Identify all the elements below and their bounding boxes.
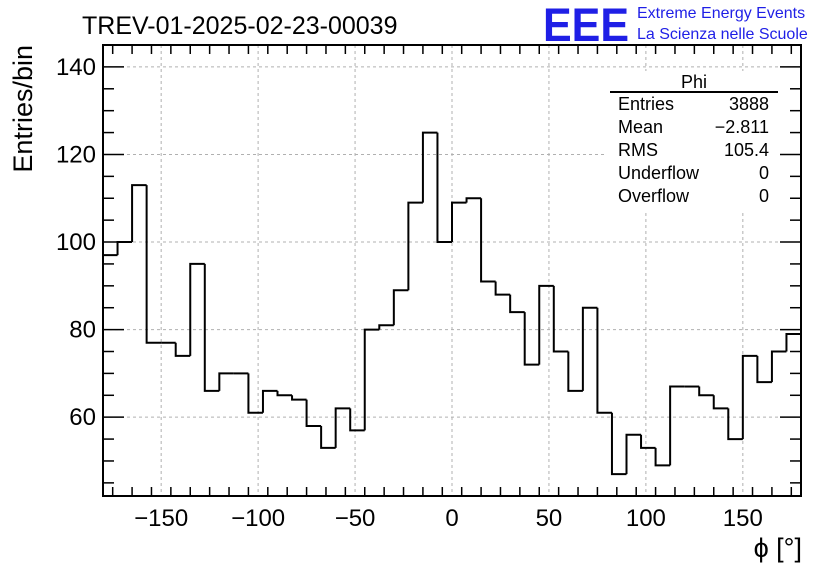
histogram-bin [363, 328, 380, 431]
histogram-bin [334, 407, 351, 448]
histogram-bin [756, 355, 772, 384]
stats-value: 0 [759, 163, 769, 183]
eee-logo: EEE [543, 0, 629, 51]
stats-value: 3888 [729, 94, 769, 114]
histogram-bin [174, 342, 191, 357]
stats-label: Underflow [618, 163, 700, 183]
histogram-bin [451, 201, 467, 243]
histogram-bin [654, 447, 671, 467]
x-tick-label: 150 [723, 505, 763, 532]
histogram-bin [436, 132, 452, 244]
x-tick-label: 100 [626, 505, 666, 532]
x-tick-label: 0 [445, 505, 458, 532]
histogram-bin [305, 399, 322, 427]
histogram-bin [465, 197, 482, 203]
histogram-bin [727, 408, 743, 441]
y-tick-label: 100 [56, 229, 96, 256]
x-axis-title: ϕ [°] [754, 533, 802, 563]
histogram-bin [392, 289, 409, 326]
histogram-bin [581, 306, 598, 391]
histogram-bin [596, 307, 612, 414]
histogram-bin [567, 351, 583, 392]
histogram-bin [116, 241, 133, 256]
chart-title: TREV-01-2025-02-23-00039 [82, 12, 397, 40]
histogram-bin [421, 131, 438, 203]
stats-box: Phi Entries 3888 Mean −2.811 RMS 105.4 Underfl… [607, 71, 779, 210]
histogram-bin [218, 372, 234, 391]
histogram-bars [102, 131, 802, 496]
histogram-bin [349, 408, 365, 432]
stats-value: −2.811 [715, 117, 769, 137]
stats-label: RMS [618, 140, 658, 160]
x-tick-label: −150 [134, 505, 188, 532]
histogram-bin [320, 425, 336, 449]
histogram-bin [610, 412, 627, 476]
y-tick-label: 140 [56, 54, 96, 81]
stats-label: Entries [618, 94, 674, 114]
stats-value: 0 [759, 186, 769, 206]
x-tick-label: −50 [335, 505, 376, 532]
histogram-bin [509, 294, 525, 314]
x-tick-label: 50 [536, 505, 563, 532]
histogram-bin [712, 395, 729, 410]
histogram-bin [189, 262, 205, 356]
axis-ticks [103, 44, 801, 496]
stats-rows: Entries 3888 Mean −2.811 RMS 105.4 Underflow 0 O… [618, 94, 769, 206]
histogram-bin [523, 312, 540, 366]
histogram-bin [494, 281, 511, 296]
histogram-bin [698, 386, 714, 397]
histogram-bin [203, 263, 220, 392]
tick-labels: −150 −100 −50 0 50 100 150 60 80 100 120 140 [56, 54, 763, 532]
histogram-bin [640, 434, 656, 449]
x-tick-label: −100 [231, 505, 285, 532]
stats-label: Overflow [618, 186, 690, 206]
histogram-bin [261, 389, 278, 413]
histogram-bin [741, 354, 758, 440]
histogram-bin [291, 395, 307, 401]
histogram-bin [538, 284, 554, 365]
y-tick-label: 120 [56, 141, 96, 168]
histogram-bin [407, 201, 423, 291]
histogram-bin [625, 433, 642, 475]
histogram-bin [770, 350, 787, 383]
eee-line2: La Scienza nelle Scuole [637, 26, 808, 43]
y-axis-title: Entries/bin [8, 45, 38, 173]
stats-value: 105.4 [724, 140, 769, 160]
stats-label: Mean [618, 117, 663, 137]
histogram-bin [785, 332, 801, 352]
histogram-bin [102, 254, 118, 496]
y-tick-label: 60 [69, 404, 96, 431]
histogram-bin [669, 385, 685, 466]
histogram-bin [552, 285, 569, 353]
histogram-bin [145, 185, 162, 344]
histogram-bin [247, 373, 263, 414]
y-tick-label: 80 [69, 317, 96, 344]
histogram-bin [131, 184, 147, 243]
stats-name: Phi [681, 72, 707, 92]
histogram-bin [378, 324, 394, 330]
eee-line1: Extreme Energy Events [637, 5, 805, 22]
histogram-bin [480, 198, 496, 283]
histogram-bin [276, 390, 293, 397]
stats-background [607, 71, 779, 210]
plot-frame [102, 44, 802, 497]
